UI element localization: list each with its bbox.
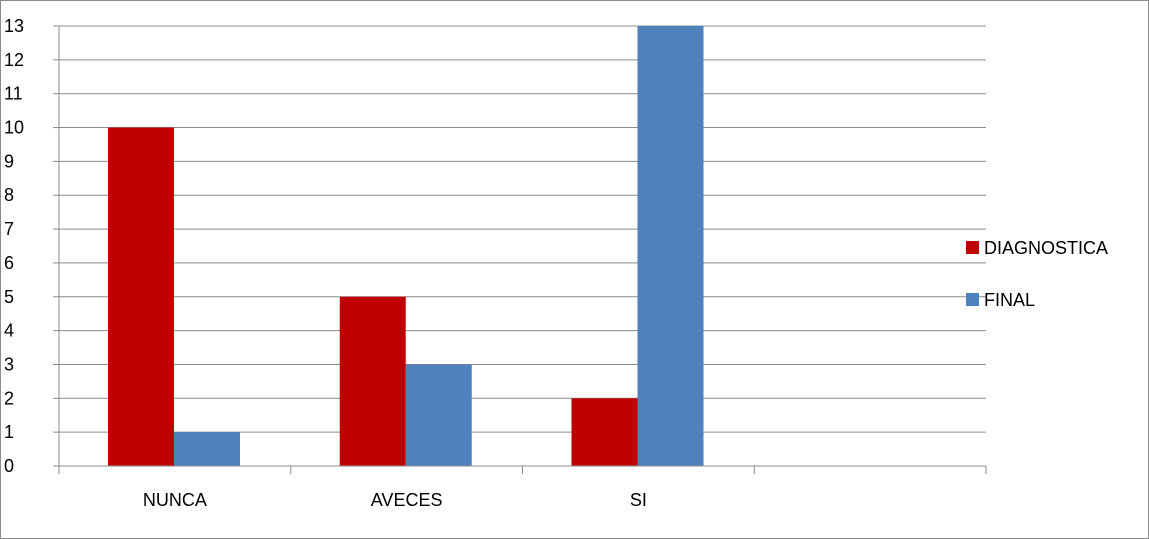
y-tick-label: 5 — [4, 287, 14, 307]
bar-diagnostica-si — [571, 398, 638, 466]
legend-label-final: FINAL — [984, 290, 1035, 310]
legend: DIAGNOSTICA FINAL — [966, 238, 1108, 310]
y-tick-label: 12 — [4, 50, 24, 70]
bar-diagnostica-aveces — [339, 296, 406, 466]
bar-final-si — [637, 26, 704, 466]
y-tick-label: 10 — [4, 118, 24, 138]
gridlines — [59, 25, 986, 433]
y-tick-label: 2 — [4, 388, 14, 408]
legend-swatch-final — [966, 293, 979, 306]
bar-diagnostica-nunca — [108, 127, 174, 467]
y-tick-label: 0 — [4, 456, 14, 476]
x-category-label: AVECES — [371, 490, 443, 510]
legend-label-diagnostica: DIAGNOSTICA — [984, 238, 1108, 258]
y-tick-label: 9 — [4, 151, 14, 171]
x-category-label: SI — [630, 490, 647, 510]
y-tick-label: 6 — [4, 253, 14, 273]
y-tick-label: 13 — [4, 16, 24, 36]
y-tick-label: 11 — [4, 84, 23, 104]
x-category-label: NUNCA — [143, 490, 207, 510]
y-tick-label: 7 — [4, 219, 14, 239]
y-tick-label: 4 — [4, 321, 14, 341]
y-tick-label: 3 — [4, 354, 14, 374]
bar-final-nunca — [174, 432, 240, 466]
y-tick-label: 8 — [4, 185, 14, 205]
bar-final-aveces — [405, 364, 472, 466]
legend-swatch-diagnostica — [966, 241, 979, 254]
y-tick-label: 1 — [4, 422, 14, 442]
bars — [108, 26, 704, 467]
